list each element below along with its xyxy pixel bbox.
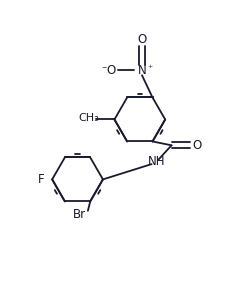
Text: F: F bbox=[38, 173, 45, 186]
Text: $^-$: $^-$ bbox=[100, 64, 108, 73]
Text: N: N bbox=[137, 64, 146, 77]
Text: CH₃: CH₃ bbox=[79, 113, 99, 123]
Text: NH: NH bbox=[148, 155, 165, 168]
Text: $^+$: $^+$ bbox=[146, 64, 154, 73]
Text: Br: Br bbox=[73, 208, 86, 221]
Text: O: O bbox=[137, 33, 147, 46]
Text: O: O bbox=[193, 139, 202, 152]
Text: O: O bbox=[107, 64, 116, 77]
